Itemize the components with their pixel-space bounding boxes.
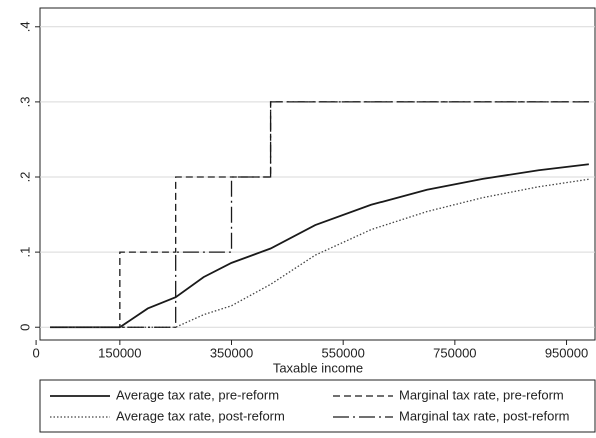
y-tick-label: 0 <box>17 324 32 331</box>
y-tick-label: .3 <box>17 96 32 107</box>
x-axis-title: Taxable income <box>273 360 363 375</box>
legend-label: Average tax rate, post-reform <box>116 408 285 423</box>
x-tick-label: 750000 <box>433 345 476 360</box>
legend-label: Marginal tax rate, pre-reform <box>399 387 564 402</box>
x-tick-label: 350000 <box>210 345 253 360</box>
x-tick-label: 0 <box>32 345 39 360</box>
y-tick-label: .4 <box>17 21 32 32</box>
plot-frame <box>39 7 596 341</box>
series-line <box>50 178 589 328</box>
x-tick-label: 550000 <box>321 345 364 360</box>
x-tick-label: 950000 <box>545 345 588 360</box>
series-line <box>50 101 589 328</box>
x-tick-label: 150000 <box>98 345 141 360</box>
legend-box <box>39 379 596 433</box>
legend-label: Marginal tax rate, post-reform <box>399 408 570 423</box>
y-tick-label: .1 <box>17 247 32 258</box>
series-line <box>50 101 589 328</box>
y-tick-label: .2 <box>17 172 32 183</box>
series-line <box>50 163 589 329</box>
legend-label: Average tax rate, pre-reform <box>116 387 279 402</box>
